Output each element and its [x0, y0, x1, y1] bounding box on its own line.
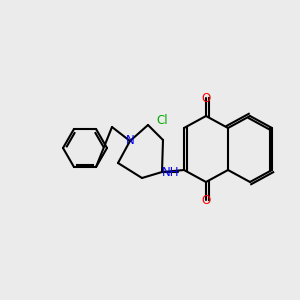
Text: NH: NH — [162, 166, 180, 178]
Text: N: N — [126, 134, 134, 148]
Text: O: O — [201, 92, 211, 104]
Text: Cl: Cl — [156, 115, 168, 128]
Text: O: O — [201, 194, 211, 206]
